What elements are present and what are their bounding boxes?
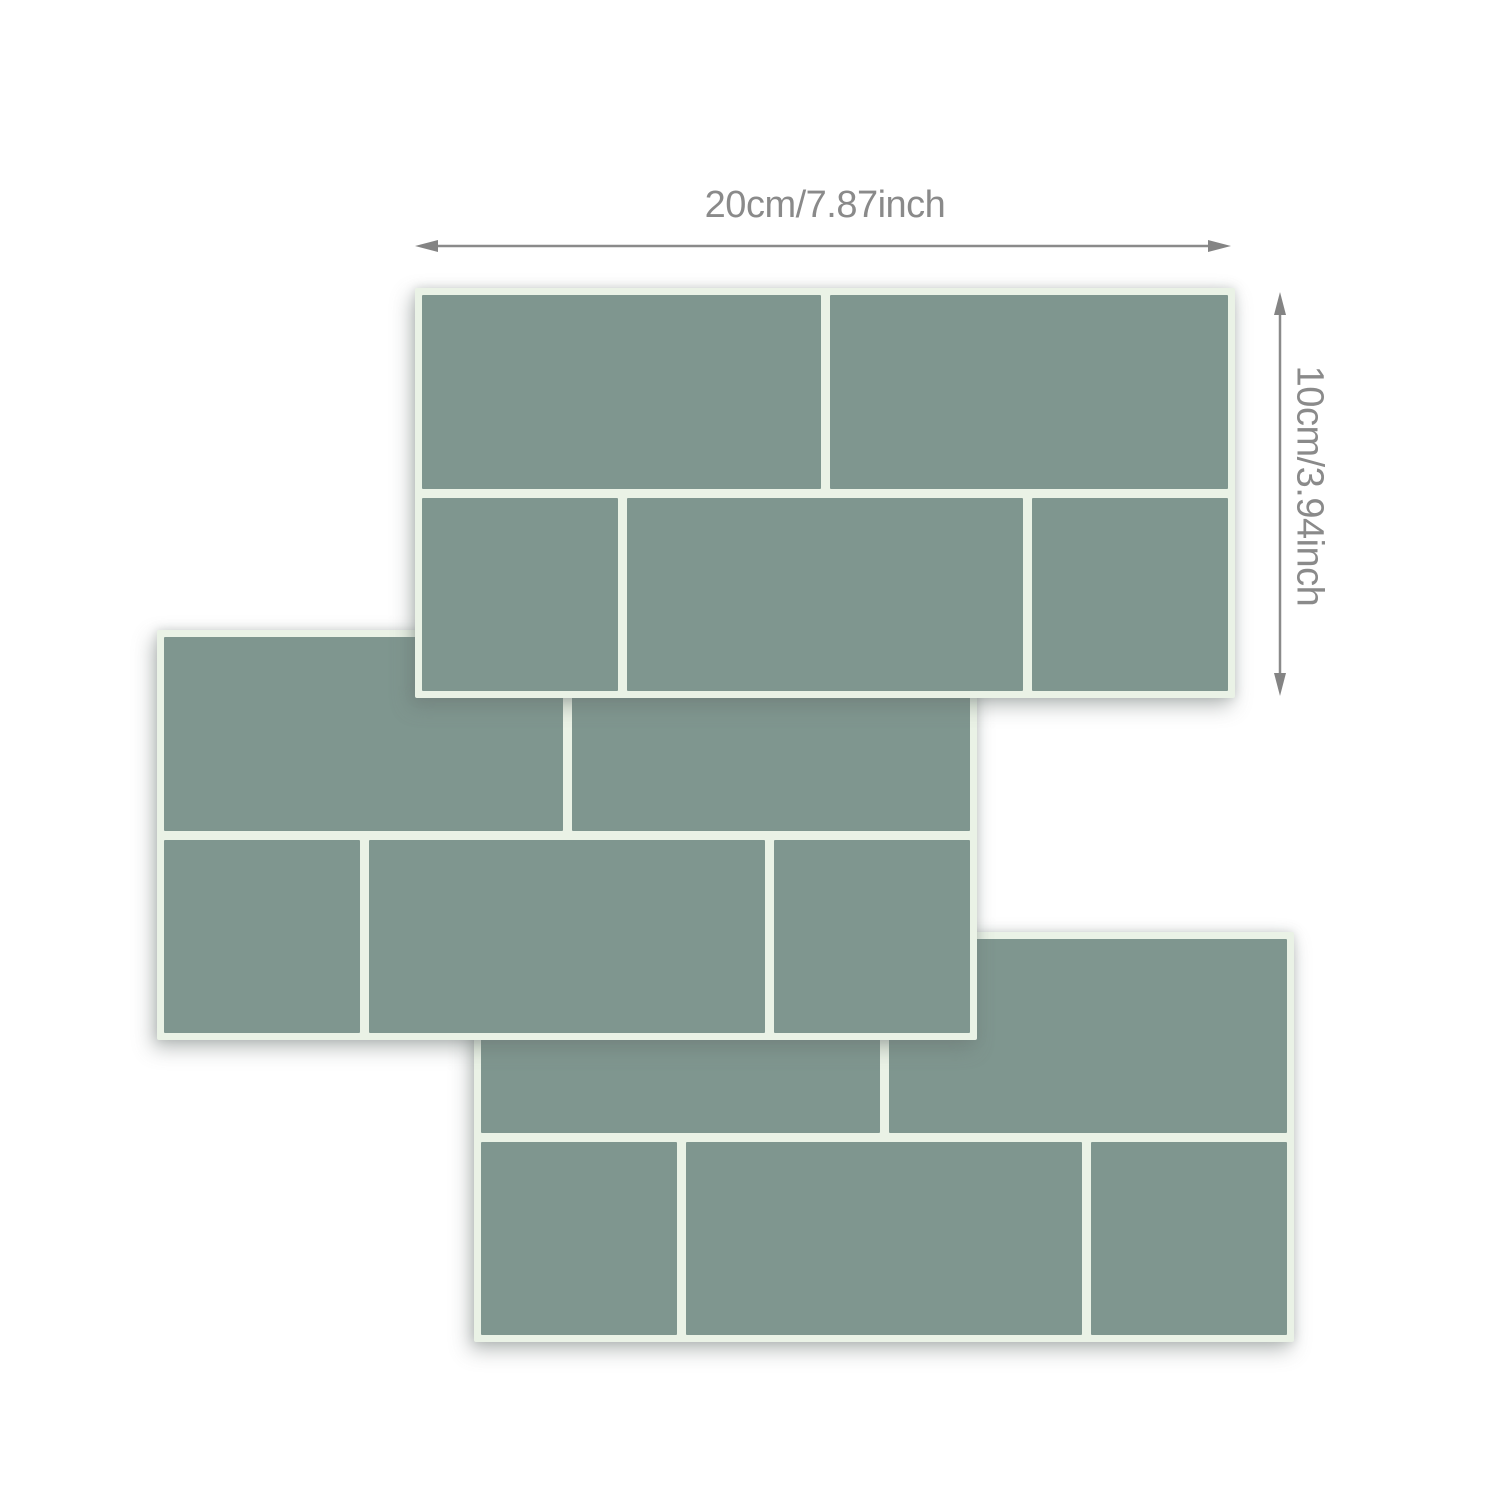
- tile-row-bottom: [481, 1141, 1287, 1335]
- width-dimension-arrow: [415, 238, 1231, 254]
- width-dimension-label: 20cm/7.87inch: [704, 184, 946, 226]
- tile-row-top: [422, 295, 1228, 489]
- tile: [369, 839, 765, 1033]
- arrowhead-top-icon: [1274, 292, 1286, 315]
- tile: [686, 1141, 1082, 1335]
- arrowhead-right-icon: [1208, 240, 1231, 252]
- tile: [627, 497, 1023, 691]
- tile-row-bottom: [422, 497, 1228, 691]
- tile: [164, 839, 361, 1033]
- double-headed-horizontal-arrow-icon: [415, 240, 1231, 252]
- arrowhead-bottom-icon: [1274, 673, 1286, 696]
- tile: [1090, 1141, 1287, 1335]
- tile: [773, 839, 970, 1033]
- tile: [422, 497, 619, 691]
- tile: [829, 295, 1228, 489]
- tile: [1031, 497, 1228, 691]
- height-dimension-label: 10cm/3.94inch: [1288, 365, 1331, 607]
- tile-row-bottom: [164, 839, 970, 1033]
- tile-panel-top: [415, 288, 1235, 698]
- tile: [481, 1141, 678, 1335]
- height-dimension-arrow: [1272, 292, 1288, 696]
- double-headed-vertical-arrow-icon: [1274, 292, 1286, 696]
- arrowhead-left-icon: [415, 240, 438, 252]
- tile: [422, 295, 821, 489]
